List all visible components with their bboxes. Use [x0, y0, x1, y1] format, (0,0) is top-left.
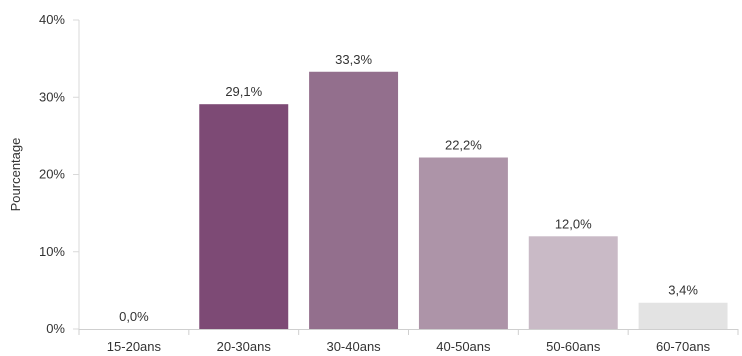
bars — [199, 71, 728, 329]
value-label: 0,0% — [119, 309, 149, 324]
bar-60-70ans — [638, 302, 728, 329]
x-tick-label: 30-40ans — [326, 339, 381, 354]
y-tick-label: 20% — [39, 167, 65, 182]
bar-30-40ans — [309, 71, 399, 329]
value-label: 33,3% — [335, 52, 372, 67]
x-tick-label: 50-60ans — [546, 339, 601, 354]
bar-40-50ans — [418, 157, 508, 329]
y-axis-title: Pourcentage — [8, 138, 23, 212]
x-tick-label: 20-30ans — [217, 339, 272, 354]
x-tick-label: 60-70ans — [656, 339, 711, 354]
value-label: 29,1% — [225, 84, 262, 99]
y-tick-label: 0% — [46, 321, 65, 336]
value-label: 12,0% — [555, 216, 592, 231]
value-label: 22,2% — [445, 138, 482, 153]
labels: 0,0% 15-20ans 29,1% 20-30ans 33,3% 30-40ans 22… — [107, 52, 711, 354]
x-tick-label: 15-20ans — [107, 339, 162, 354]
y-tick-label: 30% — [39, 89, 65, 104]
axes: 0% 10% 20% 30% 40% Pourcentage — [8, 12, 739, 336]
bar-50-60ans — [528, 236, 618, 329]
y-tick-label: 10% — [39, 244, 65, 259]
value-label: 3,4% — [668, 283, 698, 298]
y-tick-label: 40% — [39, 12, 65, 27]
x-tick-label: 40-50ans — [436, 339, 491, 354]
bar-20-30ans — [199, 104, 289, 329]
